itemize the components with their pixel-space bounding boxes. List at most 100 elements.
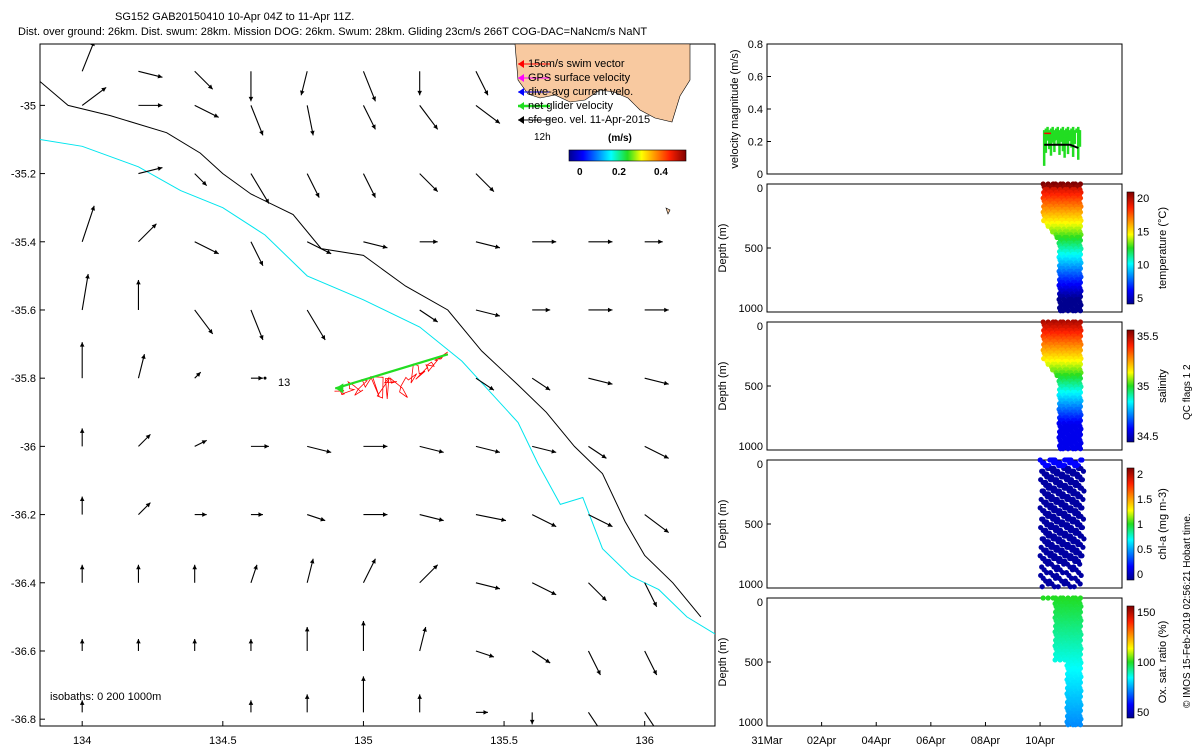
oxygen-ylabel: Depth (m) <box>717 638 729 687</box>
velocity-ytick-label: 0 <box>757 169 763 181</box>
temperature-colorbar-tick: 10 <box>1137 260 1149 272</box>
salinity-ytick-label: 0 <box>757 321 763 333</box>
header-title: SG152 GAB20150410 10-Apr 04Z to 11-Apr 1… <box>115 11 354 23</box>
chla-data-point <box>1080 497 1085 502</box>
chla-colorbar-tick: 1 <box>1137 519 1143 531</box>
date-tick-label: 31Mar <box>751 735 783 747</box>
chla-data-point <box>1078 581 1083 586</box>
salinity-ytick-label: 500 <box>745 381 763 393</box>
oxygen-data-point <box>1078 722 1083 727</box>
map-panel: 12h 15cm/s swim vector GPS surface veloci… <box>11 41 715 747</box>
chla-data-point <box>1056 584 1061 589</box>
lat-tick-label: -36.6 <box>11 646 36 658</box>
lon-tick-label: 135.5 <box>490 735 518 747</box>
chla-data-point <box>1081 517 1086 522</box>
chla-colorbar: 2 1.5 1 0.5 0 chl-a (mg m-3) <box>1127 468 1169 581</box>
lon-tick-label: 136 <box>636 735 654 747</box>
chla-data-point <box>1040 584 1045 589</box>
speed-colorbar-tick-2: 0.4 <box>654 167 668 178</box>
lat-tick-label: -35 <box>20 100 36 112</box>
speed-colorbar-tick-1: 0.2 <box>612 167 626 178</box>
velocity-ytick-label: 0.8 <box>748 39 763 51</box>
lon-tick-label: 135 <box>354 735 372 747</box>
station-marker <box>264 377 267 380</box>
chla-data-point <box>1079 505 1084 510</box>
legend-label: 15cm/s swim vector <box>528 58 625 70</box>
figure-header: SG152 GAB20150410 10-Apr 04Z to 11-Apr 1… <box>18 11 647 38</box>
legend-entry: sfc geo. vel. 11-Apr-2015 <box>518 114 650 126</box>
isobaths-label: isobaths: 0 200 1000m <box>50 691 161 703</box>
velocity-ylabel: velocity magnitude (m/s) <box>729 49 741 168</box>
panel-salinity: Depth (m) 0 500 1000 35.53534.5salinity <box>717 319 1169 453</box>
speed-colorbar-gradient <box>569 150 686 161</box>
oxygen-colorbar: 150 100 50 Ox. sat. ratio (%) <box>1127 606 1169 719</box>
salinity-colorbar: 35.53534.5salinity <box>1127 330 1169 443</box>
oxygen-colorbar-tick: 50 <box>1137 707 1149 719</box>
legend-entry: dive-avg current velo. <box>518 86 633 98</box>
temperature-colorbar-tick: 15 <box>1137 226 1149 238</box>
lat-tick-label: -35.8 <box>11 373 36 385</box>
chla-data-point <box>1081 469 1086 474</box>
panel-oxygen: Depth (m) 0 500 1000 150 100 50 Ox. sat. ratio … <box>717 595 1169 729</box>
oxygen-colorbar-label: Ox. sat. ratio (%) <box>1157 621 1169 704</box>
oxygen-colorbar-gradient <box>1127 606 1134 718</box>
temperature-ytick-label: 1000 <box>739 303 763 315</box>
panel-temperature: Depth (m)050010002015105temperature (°C) <box>717 181 1169 315</box>
right-panels: velocity magnitude (m/s)0.80.60.40.20Dep… <box>717 39 1169 747</box>
temperature-colorbar-gradient <box>1127 192 1134 304</box>
oxygen-colorbar-tick: 100 <box>1137 657 1155 669</box>
oxygen-ytick-label: 500 <box>745 657 763 669</box>
chla-colorbar-label: chl-a (mg m-3) <box>1157 488 1169 560</box>
temperature-ylabel: Depth (m) <box>717 224 729 273</box>
chla-ytick-label: 1000 <box>739 579 763 591</box>
temperature-ytick-label: 500 <box>745 243 763 255</box>
salinity-colorbar-gradient <box>1127 330 1134 442</box>
velocity-ytick-label: 0.6 <box>748 72 763 84</box>
chla-colorbar-tick: 1.5 <box>1137 494 1152 506</box>
legend-label: sfc geo. vel. 11-Apr-2015 <box>528 114 650 126</box>
chla-ylabel: Depth (m) <box>717 500 729 549</box>
header-subtitle: Dist. over ground: 26km. Dist. swum: 28k… <box>18 26 647 38</box>
oxygen-ytick-label: 0 <box>757 597 763 609</box>
chla-data-point <box>1072 584 1077 589</box>
lat-tick-label: -36.2 <box>11 510 36 522</box>
lat-tick-label: -36 <box>20 441 36 453</box>
oxygen-ytick-label: 1000 <box>739 717 763 729</box>
chla-data-point <box>1079 553 1084 558</box>
salinity-ylabel: Depth (m) <box>717 362 729 411</box>
temperature-data-point <box>1078 308 1083 313</box>
salinity-data-point <box>1078 446 1083 451</box>
legend-label: GPS surface velocity <box>528 72 631 84</box>
speed-colorbar-title: (m/s) <box>608 133 632 144</box>
velocity-ytick-label: 0.2 <box>748 137 763 149</box>
oxygen-colorbar-tick: 150 <box>1137 607 1155 619</box>
temperature-ytick-label: 0 <box>757 183 763 195</box>
lat-tick-label: -35.2 <box>11 169 36 181</box>
chla-data-point <box>1079 457 1084 462</box>
chla-colorbar-tick: 0 <box>1137 569 1143 581</box>
oxygen-data-point <box>1046 595 1051 600</box>
date-tick-label: 06Apr <box>916 735 946 747</box>
legend-entry: 15cm/s swim vector <box>518 58 625 70</box>
chla-data-point <box>1079 573 1084 578</box>
lat-tick-label: -35.4 <box>11 237 36 249</box>
date-tick-label: 10Apr <box>1025 735 1055 747</box>
chla-data-point <box>1080 525 1085 530</box>
salinity-ytick-label: 1000 <box>739 441 763 453</box>
chla-data-point <box>1076 559 1081 564</box>
temperature-colorbar-label: temperature (°C) <box>1157 207 1169 289</box>
chla-colorbar-gradient <box>1127 468 1134 580</box>
temperature-colorbar: 20 15 10 5 temperature (°C) <box>1127 192 1169 305</box>
lon-tick-label: 134.5 <box>209 735 237 747</box>
lat-tick-label: -36.4 <box>11 578 36 590</box>
chla-colorbar-tick: 0.5 <box>1137 544 1152 556</box>
legend-entry: GPS surface velocity <box>518 72 631 84</box>
map-axes-box <box>40 44 715 726</box>
qc-flags-label: QC flags 1 2 <box>1182 364 1193 420</box>
legend-entry: net glider velocity <box>518 100 613 112</box>
chla-data-point <box>1080 545 1085 550</box>
legend-label: dive-avg current velo. <box>528 86 633 98</box>
salinity-colorbar-tick: 35.5 <box>1137 331 1158 343</box>
velocity-ytick-label: 0.4 <box>748 104 763 116</box>
